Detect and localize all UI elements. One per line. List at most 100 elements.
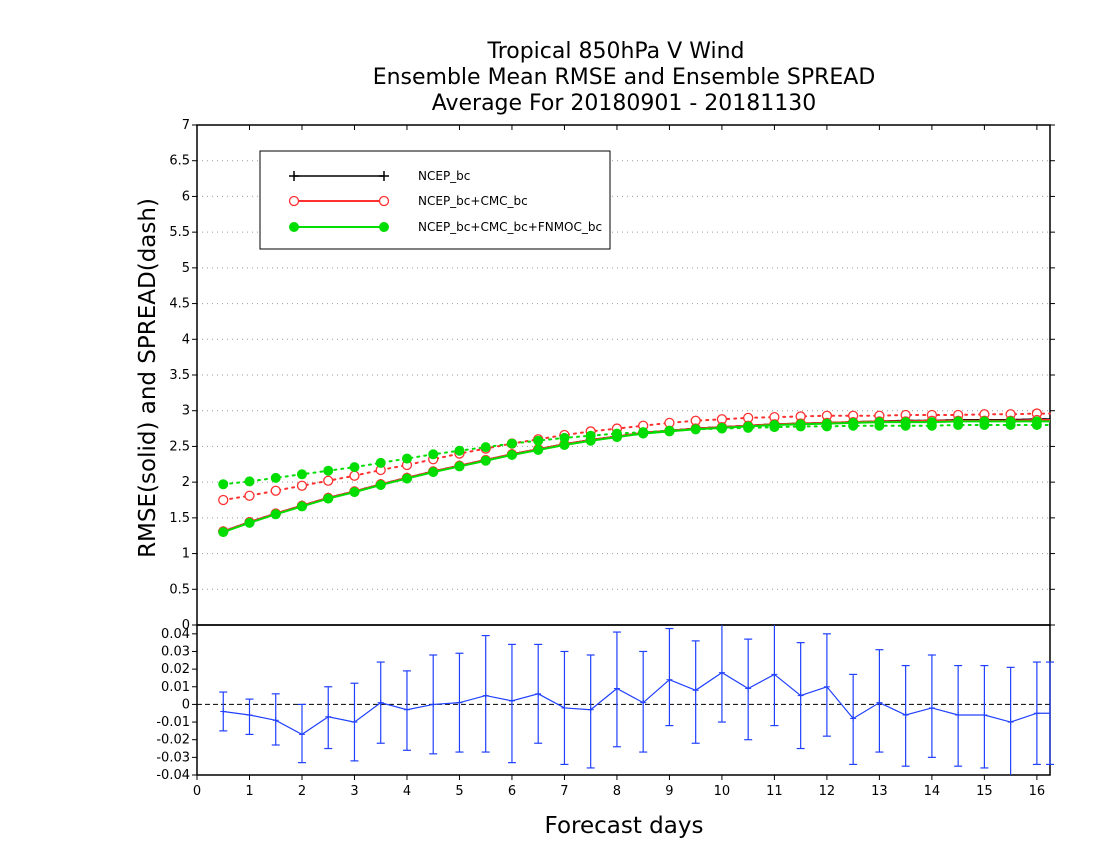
difference-point (561, 704, 568, 711)
difference-point (298, 731, 305, 738)
rmse-point (848, 417, 859, 428)
lower-y-tick-label: -0.03 (156, 750, 190, 765)
difference-point (876, 699, 883, 706)
legend-marker (288, 195, 300, 207)
x-tick-label: 12 (819, 784, 836, 799)
x-tick-label: 11 (766, 784, 783, 799)
difference-point (613, 685, 620, 692)
x-axis-title: Forecast days (545, 813, 704, 839)
title-line-2: Ensemble Mean RMSE and Ensemble SPREAD (373, 65, 876, 90)
difference-point (1033, 710, 1040, 717)
spread-point (401, 453, 412, 464)
difference-point (1007, 719, 1014, 726)
x-axis: 0 1 2 3 4 5 6 7 8 9 10 11 12 13 14 15 16 (193, 125, 1045, 799)
y-tick-label: 7 (182, 118, 190, 133)
lower-y-axis: -0.04 -0.03 -0.02 -0.01 0 0.01 0.02 0.03 0.04 (156, 627, 197, 783)
rmse-point (349, 487, 360, 498)
y-tick-label: 3.5 (169, 368, 190, 383)
difference-point (692, 687, 699, 694)
x-tick-label: 13 (871, 784, 888, 799)
difference-point (823, 683, 830, 690)
difference-point (718, 669, 725, 676)
lower-y-tick-label: -0.01 (156, 715, 190, 730)
rmse-point (821, 418, 832, 429)
spread-point (218, 479, 229, 490)
legend-label: NCEP_bc (418, 169, 470, 183)
spread-point (480, 442, 491, 453)
legend-entry-2: NCEP_bc+CMC_bc (288, 194, 528, 208)
x-tick-label: 2 (298, 784, 306, 799)
difference-point (403, 706, 410, 713)
difference-point (246, 712, 253, 718)
difference-point (928, 704, 935, 711)
rmse-point (769, 420, 780, 430)
lower-plot-frame (196, 624, 1051, 776)
rmse-point (743, 421, 754, 432)
lower-y-tick-label: -0.02 (156, 733, 190, 748)
difference-point (745, 685, 752, 692)
difference-point (587, 706, 594, 713)
spread-line (222, 412, 1051, 501)
rmse-line (222, 419, 1050, 533)
spread-point (323, 465, 334, 476)
series-3 (218, 416, 1051, 538)
legend-marker (289, 171, 299, 181)
difference-point (482, 692, 489, 699)
spread-point (454, 445, 465, 456)
rmse-point (611, 432, 622, 443)
x-tick-label: 10 (714, 784, 731, 799)
x-tick-label: 15 (976, 784, 993, 799)
spread-line (222, 418, 1051, 533)
difference-point (325, 713, 332, 720)
legend-marker (379, 222, 389, 232)
rmse-point (716, 422, 727, 433)
difference-point (272, 717, 279, 724)
difference-point (640, 699, 647, 706)
y-tick-label: 5.5 (169, 225, 190, 240)
rmse-point (533, 445, 544, 455)
rmse-point (900, 417, 911, 428)
y-tick-label: 0 (182, 618, 190, 633)
rmse-point (270, 509, 281, 520)
rmse-point (664, 426, 675, 437)
x-tick-label: 16 (1029, 784, 1046, 799)
x-tick-label: 7 (560, 784, 568, 799)
difference-point (797, 692, 804, 699)
lower-y-tick-label: 0 (182, 697, 190, 712)
spread-point (506, 438, 517, 449)
spread-point (323, 475, 334, 486)
difference-point (220, 708, 227, 715)
y-tick-label: 1.5 (169, 511, 190, 526)
difference-point (955, 712, 962, 718)
difference-series (219, 625, 1054, 775)
spread-point (375, 457, 386, 468)
rmse-point (401, 473, 412, 484)
rmse-point (428, 467, 439, 478)
difference-point (377, 699, 384, 706)
y-tick-label: 1 (182, 547, 190, 562)
difference-line (223, 671, 1050, 736)
difference-point (666, 676, 673, 683)
rmse-point (454, 461, 465, 472)
legend-entry-1: NCEP_bc (289, 169, 470, 183)
series-2 (218, 408, 1051, 537)
rmse-point (375, 480, 386, 490)
x-tick-label: 1 (245, 784, 253, 799)
y-tick-label: 4 (182, 332, 190, 347)
difference-point (456, 699, 463, 706)
spread-point (349, 462, 360, 473)
x-tick-label: 9 (665, 784, 673, 799)
difference-point (981, 712, 988, 718)
difference-point (850, 715, 857, 722)
spread-point (270, 485, 281, 496)
y-tick-label: 5 (182, 261, 190, 276)
title-line-3: Average For 20180901 - 20181130 (432, 91, 817, 116)
legend-label: NCEP_bc+CMC_bc (418, 194, 528, 208)
rmse-point (690, 424, 701, 435)
legend-marker (289, 222, 299, 232)
rmse-point (926, 417, 937, 428)
chart-title: Tropical 850hPa V Wind Ensemble Mean RMS… (373, 39, 876, 116)
lower-y-tick-label: -0.04 (156, 768, 190, 783)
x-tick-label: 8 (613, 784, 621, 799)
spread-point (349, 470, 360, 481)
